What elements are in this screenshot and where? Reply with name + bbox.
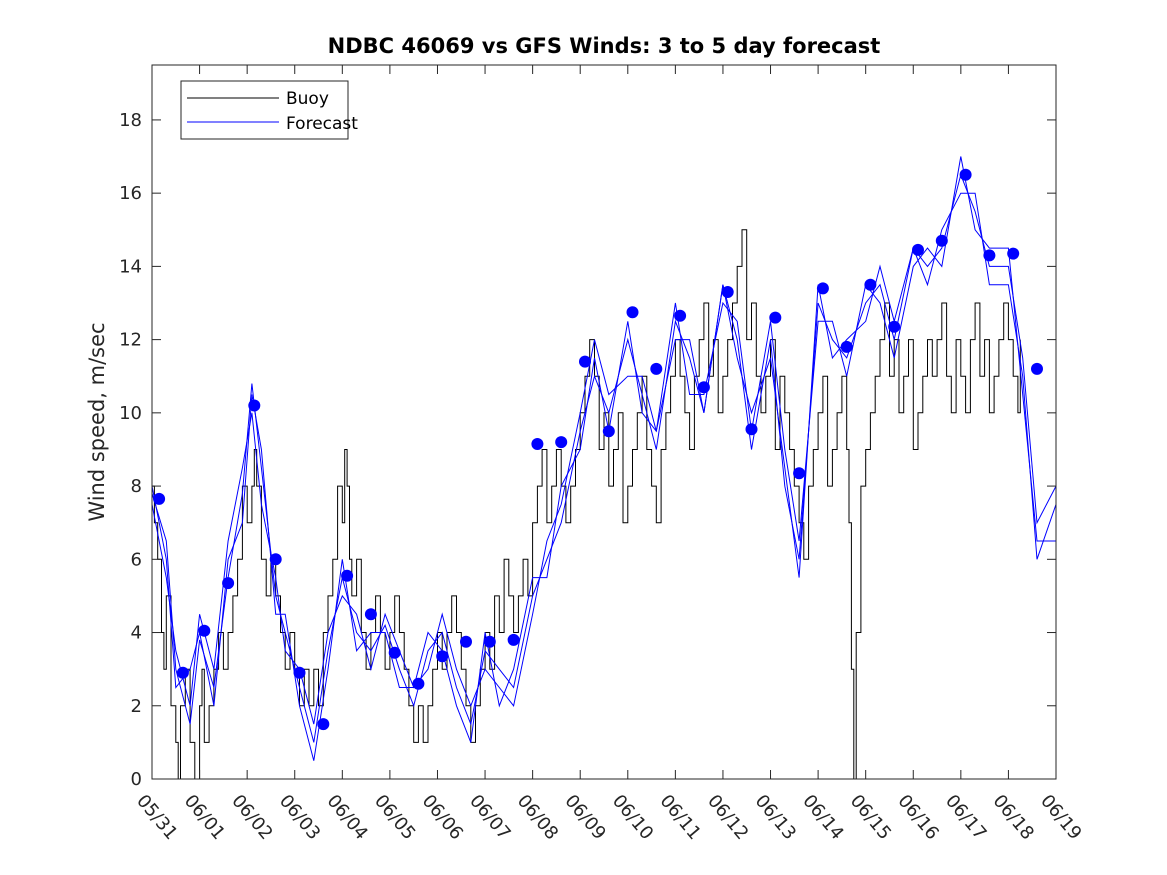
forecast-marker-point	[364, 608, 377, 621]
forecast-marker-point	[602, 425, 615, 438]
x-tick-label: 06/11	[656, 791, 705, 844]
y-axis-label: Wind speed, m/sec	[85, 322, 109, 521]
legend-label-buoy: Buoy	[286, 89, 329, 109]
x-tick-label: 06/15	[846, 791, 895, 844]
forecast-marker-point	[1031, 362, 1043, 375]
forecast-marker-point	[721, 286, 734, 298]
y-tick-label: 12	[119, 330, 142, 351]
forecast-marker-point	[793, 467, 806, 480]
forecast-marker-point	[317, 718, 330, 731]
forecast-marker-point	[531, 438, 544, 450]
forecast-marker-point	[483, 635, 496, 648]
x-tick-label: 06/14	[798, 791, 847, 844]
forecast-marker-point	[293, 666, 306, 679]
y-tick-label: 10	[119, 403, 142, 424]
data-layer	[151, 156, 1057, 780]
forecast-marker-point	[579, 355, 591, 368]
forecast-marker-point	[412, 677, 425, 690]
x-tick-label: 06/04	[322, 791, 371, 844]
x-tick-label: 06/02	[227, 791, 276, 844]
forecast-marker-point	[269, 553, 282, 566]
plot-frame	[151, 64, 1057, 780]
forecast-marker-point	[769, 311, 782, 324]
forecast-marker-point	[912, 243, 924, 256]
y-tick-label: 4	[131, 623, 142, 644]
forecast-marker-point	[935, 234, 948, 247]
forecast-marker-point	[1007, 247, 1020, 260]
y-tick-label: 2	[131, 696, 142, 717]
forecast-marker-point	[674, 309, 687, 322]
forecast-marker-point	[555, 436, 568, 449]
y-tick-label: 6	[131, 549, 142, 570]
forecast-marker-point	[626, 306, 639, 319]
forecast-marker-point	[198, 624, 211, 637]
buoy-series-line	[152, 229, 1021, 780]
y-tick-label: 8	[131, 476, 142, 497]
legend: Buoy Forecast	[180, 80, 358, 140]
forecast-marker-point	[697, 381, 710, 394]
forecast-run-line-2	[151, 156, 1056, 725]
forecast-marker-point	[248, 399, 261, 412]
forecast-marker-point	[436, 650, 449, 663]
legend-label-forecast: Forecast	[286, 114, 358, 134]
forecast-marker-point	[507, 633, 520, 646]
forecast-marker-point	[176, 666, 189, 679]
x-tick-label: 06/13	[751, 791, 800, 844]
x-tick-label: 06/17	[941, 791, 990, 844]
y-tick-label: 14	[119, 256, 142, 277]
y-tick-label: 16	[119, 183, 142, 204]
chart-title: NDBC 46069 vs GFS Winds: 3 to 5 day fore…	[328, 34, 881, 58]
x-tick-label: 06/09	[560, 791, 609, 844]
forecast-marker-point	[864, 278, 877, 291]
forecast-marker-point	[341, 569, 354, 582]
forecast-marker-point	[745, 423, 758, 436]
forecast-marker-point	[650, 362, 663, 375]
x-tick-label: 06/03	[275, 791, 324, 844]
x-tick-label: 06/01	[180, 791, 229, 844]
x-tick-label: 06/06	[418, 791, 467, 844]
forecast-marker-point	[153, 492, 166, 505]
x-tick-label: 05/31	[132, 791, 181, 844]
forecast-marker-point	[888, 320, 901, 333]
y-tick-label: 18	[119, 110, 142, 131]
forecast-marker-point	[983, 249, 996, 262]
x-tick-label: 06/08	[513, 791, 562, 844]
forecast-marker-point	[388, 646, 401, 659]
forecast-marker-point	[840, 340, 853, 353]
legend-box	[180, 80, 349, 140]
y-tick-label: 0	[131, 769, 142, 790]
x-tick-label: 06/10	[608, 791, 657, 844]
forecast-marker-point	[222, 577, 235, 590]
x-tick-label: 06/18	[989, 791, 1038, 844]
forecast-marker-point	[460, 635, 472, 648]
x-tick-label: 06/19	[1036, 791, 1085, 844]
forecast-marker-point	[816, 282, 829, 295]
x-tick-label: 06/07	[465, 791, 514, 844]
forecast-run-line-3	[151, 192, 1057, 761]
x-tick-label: 06/05	[370, 791, 419, 844]
x-tick-label: 06/12	[703, 791, 752, 844]
x-tick-label: 06/16	[893, 791, 942, 844]
forecast-marker-point	[959, 168, 972, 181]
